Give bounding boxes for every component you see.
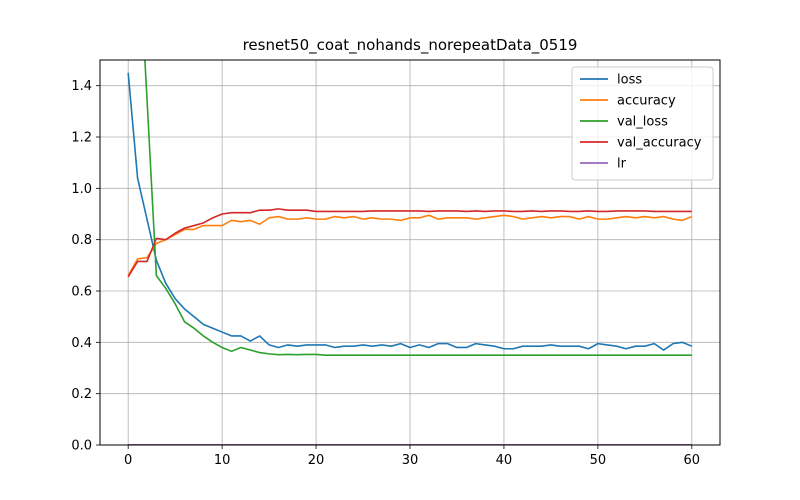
legend-label: val_loss (617, 115, 668, 130)
y-tick-label: 0.0 (71, 439, 92, 454)
series-line-accuracy (127, 214, 693, 276)
y-tick-label: 0.4 (71, 336, 92, 351)
y-tick-label: 0.6 (71, 285, 92, 300)
x-tick-label: 60 (684, 453, 701, 468)
legend-label: accuracy (617, 94, 676, 109)
x-tick-label: 50 (590, 453, 607, 468)
series-line-loss (127, 72, 693, 351)
y-tick-label: 1.4 (71, 79, 92, 94)
x-tick-label: 40 (496, 453, 513, 468)
chart-title: resnet50_coat_nohands_norepeatData_0519 (243, 36, 578, 55)
x-tick-label: 0 (124, 453, 132, 468)
x-tick-label: 10 (214, 453, 231, 468)
y-tick-label: 1.0 (71, 182, 92, 197)
series-line-val-accuracy (127, 208, 692, 278)
axis-ticks: 0 10 20 30 40 50 60 0.0 0.2 0.4 0.6 0.8 1.0 1.2 1.4 (71, 79, 700, 468)
legend-label: loss (617, 73, 642, 88)
y-tick-label: 1.2 (71, 131, 92, 146)
series-line-val-loss (144, 60, 692, 356)
legend-label: val_accuracy (617, 136, 702, 151)
y-tick-label: 0.8 (71, 233, 92, 248)
legend-frame (571, 66, 714, 181)
x-tick-label: 20 (308, 453, 325, 468)
x-tick-label: 30 (402, 453, 419, 468)
legend-label: lr (617, 157, 627, 172)
y-tick-label: 0.2 (71, 387, 92, 402)
